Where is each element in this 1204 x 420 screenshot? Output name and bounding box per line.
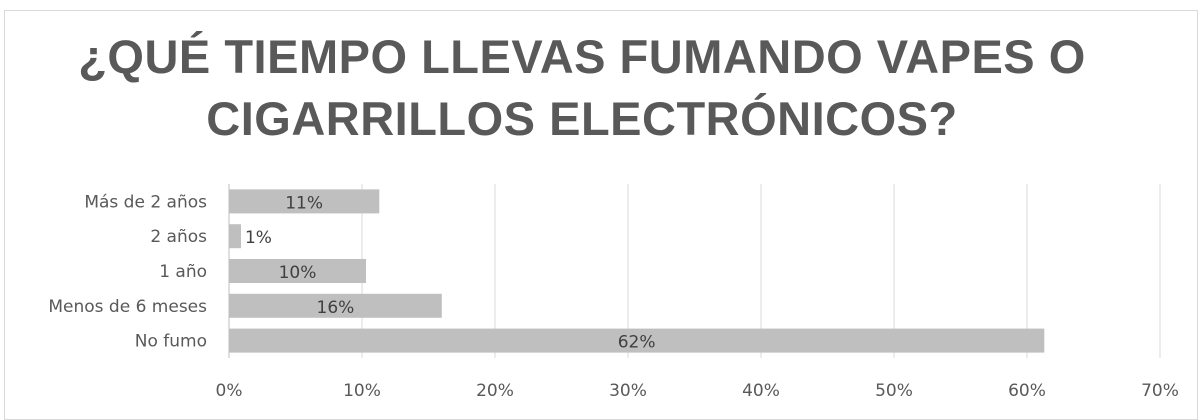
data-label: 10% [279,263,317,283]
category-label: Menos de 6 meses [48,297,207,317]
x-tick-label: 70% [1141,381,1179,401]
x-tick-label: 30% [609,381,647,401]
bar [229,224,241,249]
data-label: 62% [618,333,656,353]
x-tick-label: 60% [1008,381,1046,401]
chart-title: ¿QUÉ TIEMPO LLEVAS FUMANDO VAPES O CIGAR… [0,26,1164,150]
bar [229,328,1045,353]
bar [229,189,380,214]
category-label: No fumo [135,332,207,352]
category-label: 1 año [159,262,207,282]
x-tick-label: 0% [216,381,243,401]
bar [229,293,442,318]
x-tick-label: 50% [875,381,913,401]
x-tick-label: 10% [343,381,381,401]
x-tick-label: 40% [742,381,780,401]
category-label: Más de 2 años [84,192,207,212]
bar [229,259,366,283]
data-label: 1% [245,228,272,248]
category-label: 2 años [150,227,207,247]
chart-title-line-2: CIGARRILLOS ELECTRÓNICOS? [206,92,958,145]
data-label: 11% [285,193,323,213]
chart-title-line-1: ¿QUÉ TIEMPO LLEVAS FUMANDO VAPES O [78,30,1086,83]
x-tick-label: 20% [476,381,514,401]
data-label: 16% [317,298,355,318]
